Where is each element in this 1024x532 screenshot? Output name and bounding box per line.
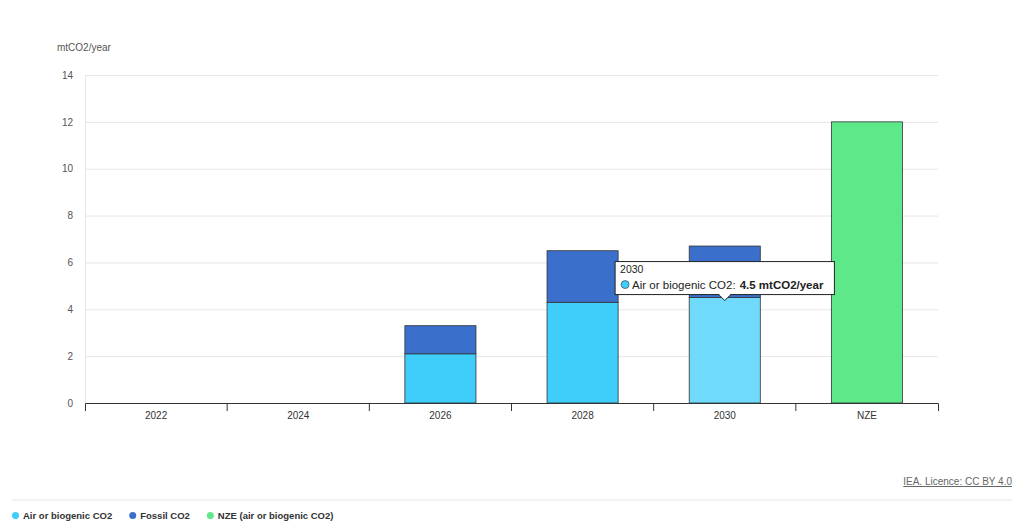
bar[interactable] — [547, 251, 618, 303]
category-separator — [369, 403, 370, 411]
grid-line — [85, 122, 938, 123]
legend-marker — [12, 512, 19, 519]
grid-line — [85, 309, 938, 310]
bars — [405, 122, 903, 403]
grid-line — [85, 356, 938, 357]
y-tick-label: 10 — [62, 163, 74, 174]
tooltip-box — [615, 262, 834, 295]
tooltip-title: 2030 — [620, 263, 644, 275]
x-tick-label: 2022 — [145, 410, 168, 421]
x-axis: 2022 2024 2026 2028 2030 NZE — [86, 403, 939, 421]
legend-label: Fossil CO2 — [140, 510, 190, 521]
tooltip-marker — [621, 281, 629, 289]
bar[interactable] — [689, 298, 760, 403]
y-tick-label: 2 — [67, 351, 73, 362]
grid-line — [85, 216, 938, 217]
legend-marker — [207, 512, 214, 519]
legend-label: Air or biogenic CO2 — [23, 510, 112, 521]
y-tick-label: 8 — [67, 210, 73, 221]
category-separator — [511, 403, 512, 411]
bar[interactable] — [831, 122, 902, 403]
grid-line — [85, 169, 938, 170]
legend-item[interactable]: Fossil CO2 — [129, 510, 190, 521]
x-axis-line — [86, 404, 939, 412]
legend-marker — [129, 512, 136, 519]
legend-label: NZE (air or biogenic CO2) — [218, 510, 334, 521]
x-tick-label: 2028 — [571, 410, 594, 421]
y-tick-label: 14 — [62, 70, 74, 81]
y-tick-label: 0 — [67, 398, 73, 409]
y-axis: 0 2 4 6 8 10 12 14 — [62, 70, 938, 409]
chart: 0 2 4 6 8 10 12 14 mtCO2/year 2022 2024 2026 2028 203… — [0, 0, 1024, 532]
legend-item[interactable]: Air or biogenic CO2 — [12, 510, 112, 521]
separator — [12, 500, 1012, 501]
category-separator — [795, 403, 796, 411]
x-tick: 2024 — [287, 403, 310, 421]
y-tick: 12 — [62, 117, 938, 128]
x-tick: NZE — [857, 403, 877, 421]
y-tick: 14 — [62, 70, 938, 81]
grid-line — [85, 75, 938, 76]
tooltip-pointer-join — [720, 294, 730, 296]
category-separator — [227, 403, 228, 411]
tooltip: 2030 Air or biogenic CO2: 4.5 mtCO2/year — [615, 262, 834, 301]
x-tick-label: 2026 — [429, 410, 452, 421]
x-tick-label: NZE — [857, 410, 877, 421]
x-tick-label: 2030 — [714, 410, 737, 421]
legend: Air or biogenic CO2 Fossil CO2 NZE (air or… — [12, 510, 333, 521]
legend-item[interactable]: NZE (air or biogenic CO2) — [207, 510, 334, 521]
bar[interactable] — [405, 326, 476, 354]
y-axis-line — [86, 76, 939, 404]
bar[interactable] — [547, 302, 618, 403]
x-tick: 2026 — [429, 403, 452, 421]
y-tick: 4 — [67, 304, 938, 315]
y-tick-label: 4 — [67, 304, 73, 315]
source[interactable]: IEA. Licence: CC BY 4.0 — [903, 476, 1012, 487]
x-tick: 2028 — [571, 403, 594, 421]
y-tick: 2 — [67, 351, 938, 362]
y-tick: 8 — [67, 210, 938, 221]
tooltip-label: Air or biogenic CO2: — [632, 279, 736, 291]
y-tick-label: 12 — [62, 117, 74, 128]
category-separator — [653, 403, 654, 411]
tooltip-pointer — [719, 295, 731, 301]
x-tick-label: 2024 — [287, 410, 310, 421]
y-tick-label: 6 — [67, 257, 73, 268]
x-tick: 2022 — [145, 403, 168, 421]
y-tick: 10 — [62, 163, 938, 174]
tooltip-value: 4.5 mtCO2/year — [740, 279, 824, 291]
y-axis-label: mtCO2/year — [57, 42, 112, 53]
bar[interactable] — [405, 354, 476, 403]
x-tick: 2030 — [714, 403, 737, 421]
